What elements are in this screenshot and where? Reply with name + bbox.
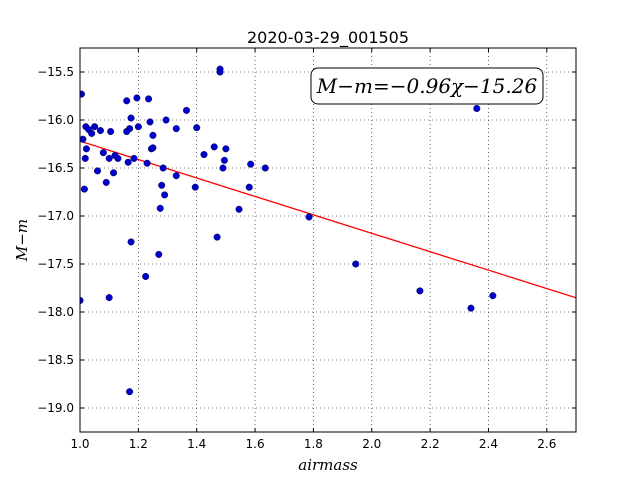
x-tick-label: 1.2 bbox=[129, 437, 148, 451]
data-point bbox=[247, 160, 255, 168]
fit-line bbox=[80, 140, 576, 299]
y-tick-label: −16.5 bbox=[37, 161, 74, 175]
data-point bbox=[191, 183, 199, 191]
data-point bbox=[155, 250, 163, 258]
data-point bbox=[305, 213, 313, 221]
data-point bbox=[473, 104, 481, 112]
y-axis-label: M−m bbox=[13, 219, 31, 262]
data-point bbox=[156, 204, 164, 212]
plot-frame bbox=[79, 47, 577, 433]
data-point bbox=[146, 118, 154, 126]
data-point bbox=[416, 287, 424, 295]
data-point bbox=[219, 164, 227, 172]
data-point bbox=[94, 167, 102, 175]
data-point bbox=[216, 68, 224, 76]
y-tick-label: −18.0 bbox=[37, 305, 74, 319]
fit-equation-box: M−m=−0.96χ−15.26 bbox=[310, 67, 544, 105]
y-tick-label: −18.5 bbox=[37, 353, 74, 367]
data-point bbox=[158, 181, 166, 189]
data-point bbox=[220, 156, 228, 164]
x-axis-label: airmass bbox=[298, 456, 358, 474]
data-point bbox=[127, 238, 135, 246]
x-axis: 1.0 1.2 1.4 1.6 1.8 2.0 2.2 2.4 2.6 bbox=[70, 48, 556, 451]
x-tick-label: 2.0 bbox=[362, 437, 381, 451]
data-point bbox=[182, 106, 190, 114]
data-point bbox=[99, 149, 107, 157]
data-point bbox=[133, 94, 141, 102]
data-point bbox=[210, 143, 218, 151]
data-point bbox=[489, 292, 497, 300]
y-tick-label: −19.0 bbox=[37, 401, 74, 415]
data-point bbox=[126, 388, 134, 396]
x-tick-label: 2.2 bbox=[421, 437, 440, 451]
chart-title: 2020-03-29_001505 bbox=[247, 28, 409, 48]
data-point bbox=[127, 114, 135, 122]
data-point bbox=[149, 144, 157, 152]
data-point bbox=[107, 128, 115, 136]
data-point bbox=[235, 205, 243, 213]
data-point bbox=[110, 169, 118, 177]
data-point bbox=[193, 124, 201, 132]
x-tick-label: 1.0 bbox=[70, 437, 89, 451]
data-point bbox=[261, 164, 269, 172]
data-point bbox=[172, 125, 180, 133]
data-point bbox=[161, 191, 169, 199]
data-point bbox=[81, 154, 89, 162]
fit-equation: M−m=−0.96χ−15.26 bbox=[316, 74, 538, 98]
data-point bbox=[245, 183, 253, 191]
data-point bbox=[142, 272, 150, 280]
data-point bbox=[213, 233, 221, 241]
data-point bbox=[145, 95, 153, 103]
data-point bbox=[82, 145, 90, 153]
data-point bbox=[88, 129, 96, 137]
y-axis: −15.5 −16.0 −16.5 −17.0 −17.5 −18.0 −18.5 −19.0 bbox=[37, 65, 576, 415]
data-point bbox=[159, 164, 167, 172]
data-point bbox=[80, 185, 88, 193]
data-point bbox=[134, 123, 142, 131]
y-tick-label: −17.5 bbox=[37, 257, 74, 271]
data-point bbox=[143, 159, 151, 167]
grid-lines bbox=[80, 48, 576, 432]
data-point bbox=[96, 127, 104, 135]
data-point bbox=[124, 158, 132, 166]
data-point bbox=[105, 154, 113, 162]
y-tick-label: −17.0 bbox=[37, 209, 74, 223]
data-point bbox=[80, 296, 84, 304]
data-point bbox=[123, 97, 131, 105]
data-point bbox=[222, 145, 230, 153]
data-point bbox=[102, 178, 110, 186]
y-tick-label: −15.5 bbox=[37, 65, 74, 79]
x-tick-label: 2.4 bbox=[479, 437, 498, 451]
data-point bbox=[80, 135, 87, 143]
data-point bbox=[91, 123, 99, 131]
data-point bbox=[200, 151, 208, 159]
data-point bbox=[80, 90, 85, 98]
data-point bbox=[467, 304, 475, 312]
data-point bbox=[130, 154, 138, 162]
x-tick-label: 1.8 bbox=[304, 437, 323, 451]
x-tick-label: 1.6 bbox=[246, 437, 265, 451]
x-tick-label: 1.4 bbox=[187, 437, 206, 451]
y-tick-label: −16.0 bbox=[37, 113, 74, 127]
data-point bbox=[172, 172, 180, 180]
data-point bbox=[352, 260, 360, 268]
data-point bbox=[162, 116, 170, 124]
data-point bbox=[114, 154, 122, 162]
data-point bbox=[126, 125, 134, 133]
data-point bbox=[105, 294, 113, 302]
x-tick-label: 2.6 bbox=[537, 437, 556, 451]
data-point bbox=[149, 131, 157, 139]
